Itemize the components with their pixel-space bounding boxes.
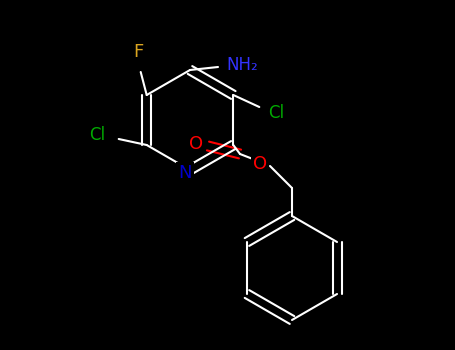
Text: F: F	[134, 43, 144, 61]
Text: O: O	[189, 135, 203, 153]
Text: N: N	[178, 164, 192, 182]
Text: Cl: Cl	[268, 104, 284, 122]
Text: NH₂: NH₂	[226, 56, 258, 74]
Text: Cl: Cl	[89, 126, 105, 144]
Text: O: O	[253, 155, 267, 173]
